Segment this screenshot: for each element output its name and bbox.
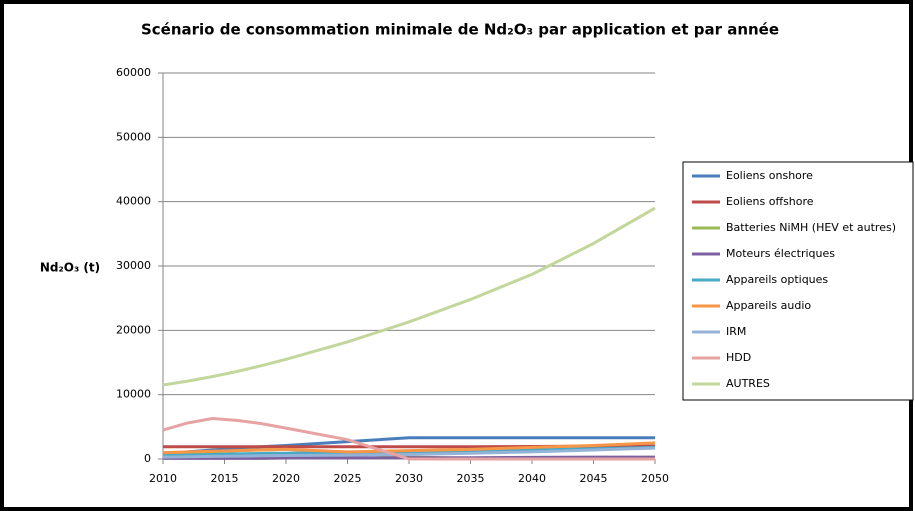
y-tick-label: 30000 — [116, 259, 151, 272]
legend-box — [682, 161, 914, 401]
x-tick-label: 2050 — [641, 472, 669, 485]
x-tick-label: 2015 — [211, 472, 239, 485]
y-tick-label: 0 — [144, 452, 151, 465]
series-line — [163, 455, 655, 460]
x-tick-label: 2020 — [272, 472, 300, 485]
series-line — [162, 416, 655, 461]
series-line — [162, 206, 656, 387]
legend-label: Batteries NiMH (HEV et autres) — [726, 221, 896, 234]
y-tick-label: 50000 — [116, 130, 151, 143]
x-tick-label: 2040 — [518, 472, 546, 485]
series-line — [162, 445, 656, 458]
x-tick-label: 2010 — [149, 472, 177, 485]
x-tick-label: 2035 — [457, 472, 485, 485]
y-tick-label: 20000 — [116, 323, 151, 336]
x-tick-label: 2030 — [395, 472, 423, 485]
legend-label: Moteurs électriques — [726, 247, 835, 260]
x-tick-label: 2025 — [334, 472, 362, 485]
y-tick-label: 60000 — [116, 66, 151, 79]
legend-label: AUTRES — [726, 377, 770, 390]
y-axis-label: Nd₂O₃ (t) — [40, 261, 100, 275]
legend-label: Eoliens offshore — [726, 195, 814, 208]
legend-label: HDD — [726, 351, 751, 364]
legend-label: Eoliens onshore — [726, 169, 813, 182]
legend-label: Appareils optiques — [726, 273, 828, 286]
series-line — [162, 446, 656, 459]
y-tick-label: 10000 — [116, 388, 151, 401]
chart-title: Scénario de consommation minimale de Nd₂… — [141, 21, 779, 39]
legend-label: Appareils audio — [726, 299, 811, 312]
y-tick-label: 40000 — [116, 195, 151, 208]
series-line — [162, 441, 656, 455]
x-tick-label: 2045 — [580, 472, 608, 485]
legend-label: IRM — [726, 325, 746, 338]
